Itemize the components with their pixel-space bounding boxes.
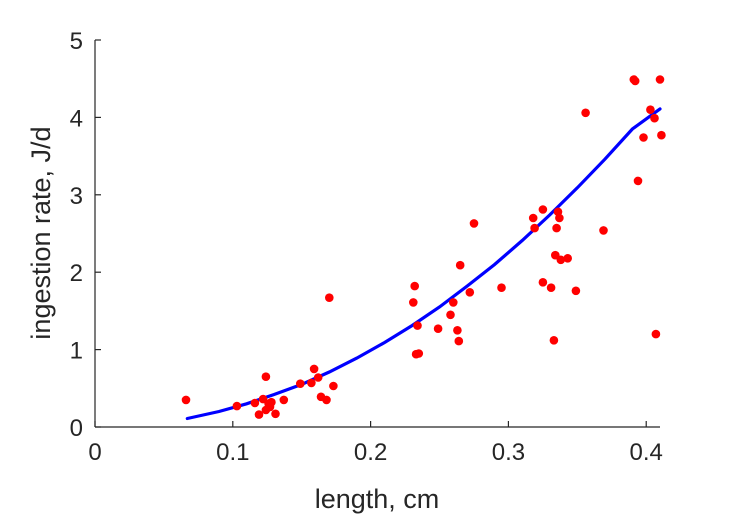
data-point [549,336,559,345]
data-point [556,255,566,265]
data-point [655,75,665,84]
data-point [497,283,506,293]
data-point [538,278,548,287]
data-point [657,130,666,140]
data-point [563,253,572,263]
data-point [646,105,655,114]
data-point [433,324,443,334]
y-tick-label: 0 [70,415,83,442]
y-ticks: 0 1 2 3 4 5 [70,28,101,442]
data-point [296,379,305,389]
plot-area [94,40,660,428]
x-tick-label: 0.1 [216,439,249,466]
data-point [581,108,590,118]
data-point [232,401,242,411]
data-point [469,219,479,228]
data-point [413,321,422,330]
data-point [465,288,475,297]
x-tick-label: 0 [88,439,101,466]
data-point [528,213,538,223]
data-point [650,113,659,123]
fit-curve-line [185,107,662,421]
data-point [250,398,260,408]
y-tick-label: 3 [70,183,83,210]
data-point [633,176,643,186]
data-point [181,395,191,405]
data-point [307,378,316,388]
data-point [309,364,319,374]
data-point [254,410,264,419]
fit-curve-layer [185,107,662,421]
data-point [271,409,280,419]
data-point [552,223,561,233]
data-point [329,381,338,391]
x-ticks: 0 0.1 0.2 0.3 0.4 [88,421,663,466]
y-tick-label: 4 [70,105,83,132]
y-tick-label: 1 [70,338,83,365]
y-tick-label: 5 [70,28,83,55]
x-tick-label: 0.4 [630,439,663,466]
x-axis-title: length, cm [315,484,440,514]
data-point [571,286,581,296]
y-tick-label: 2 [70,260,83,287]
data-point [409,298,418,307]
data-point [414,349,424,358]
data-point [599,226,608,235]
data-point [555,213,564,223]
data-point [325,293,334,303]
data-point [279,395,289,405]
data-points-layer [181,75,666,419]
data-point [455,260,465,270]
data-point [267,397,276,407]
data-point [630,76,640,86]
data-point [454,336,464,346]
x-tick-label: 0.3 [492,439,525,466]
data-point [538,205,548,214]
y-axis-title: ingestion rate, J/d [26,126,56,339]
data-point [446,310,455,320]
data-point [410,281,420,291]
data-point [530,223,539,233]
data-point [453,326,462,335]
data-point [261,372,271,382]
data-point [322,395,331,405]
x-tick-label: 0.2 [354,439,387,466]
data-point [313,373,323,382]
data-point [546,283,556,293]
data-point [651,329,661,339]
data-point [639,133,648,142]
data-point [449,298,458,307]
